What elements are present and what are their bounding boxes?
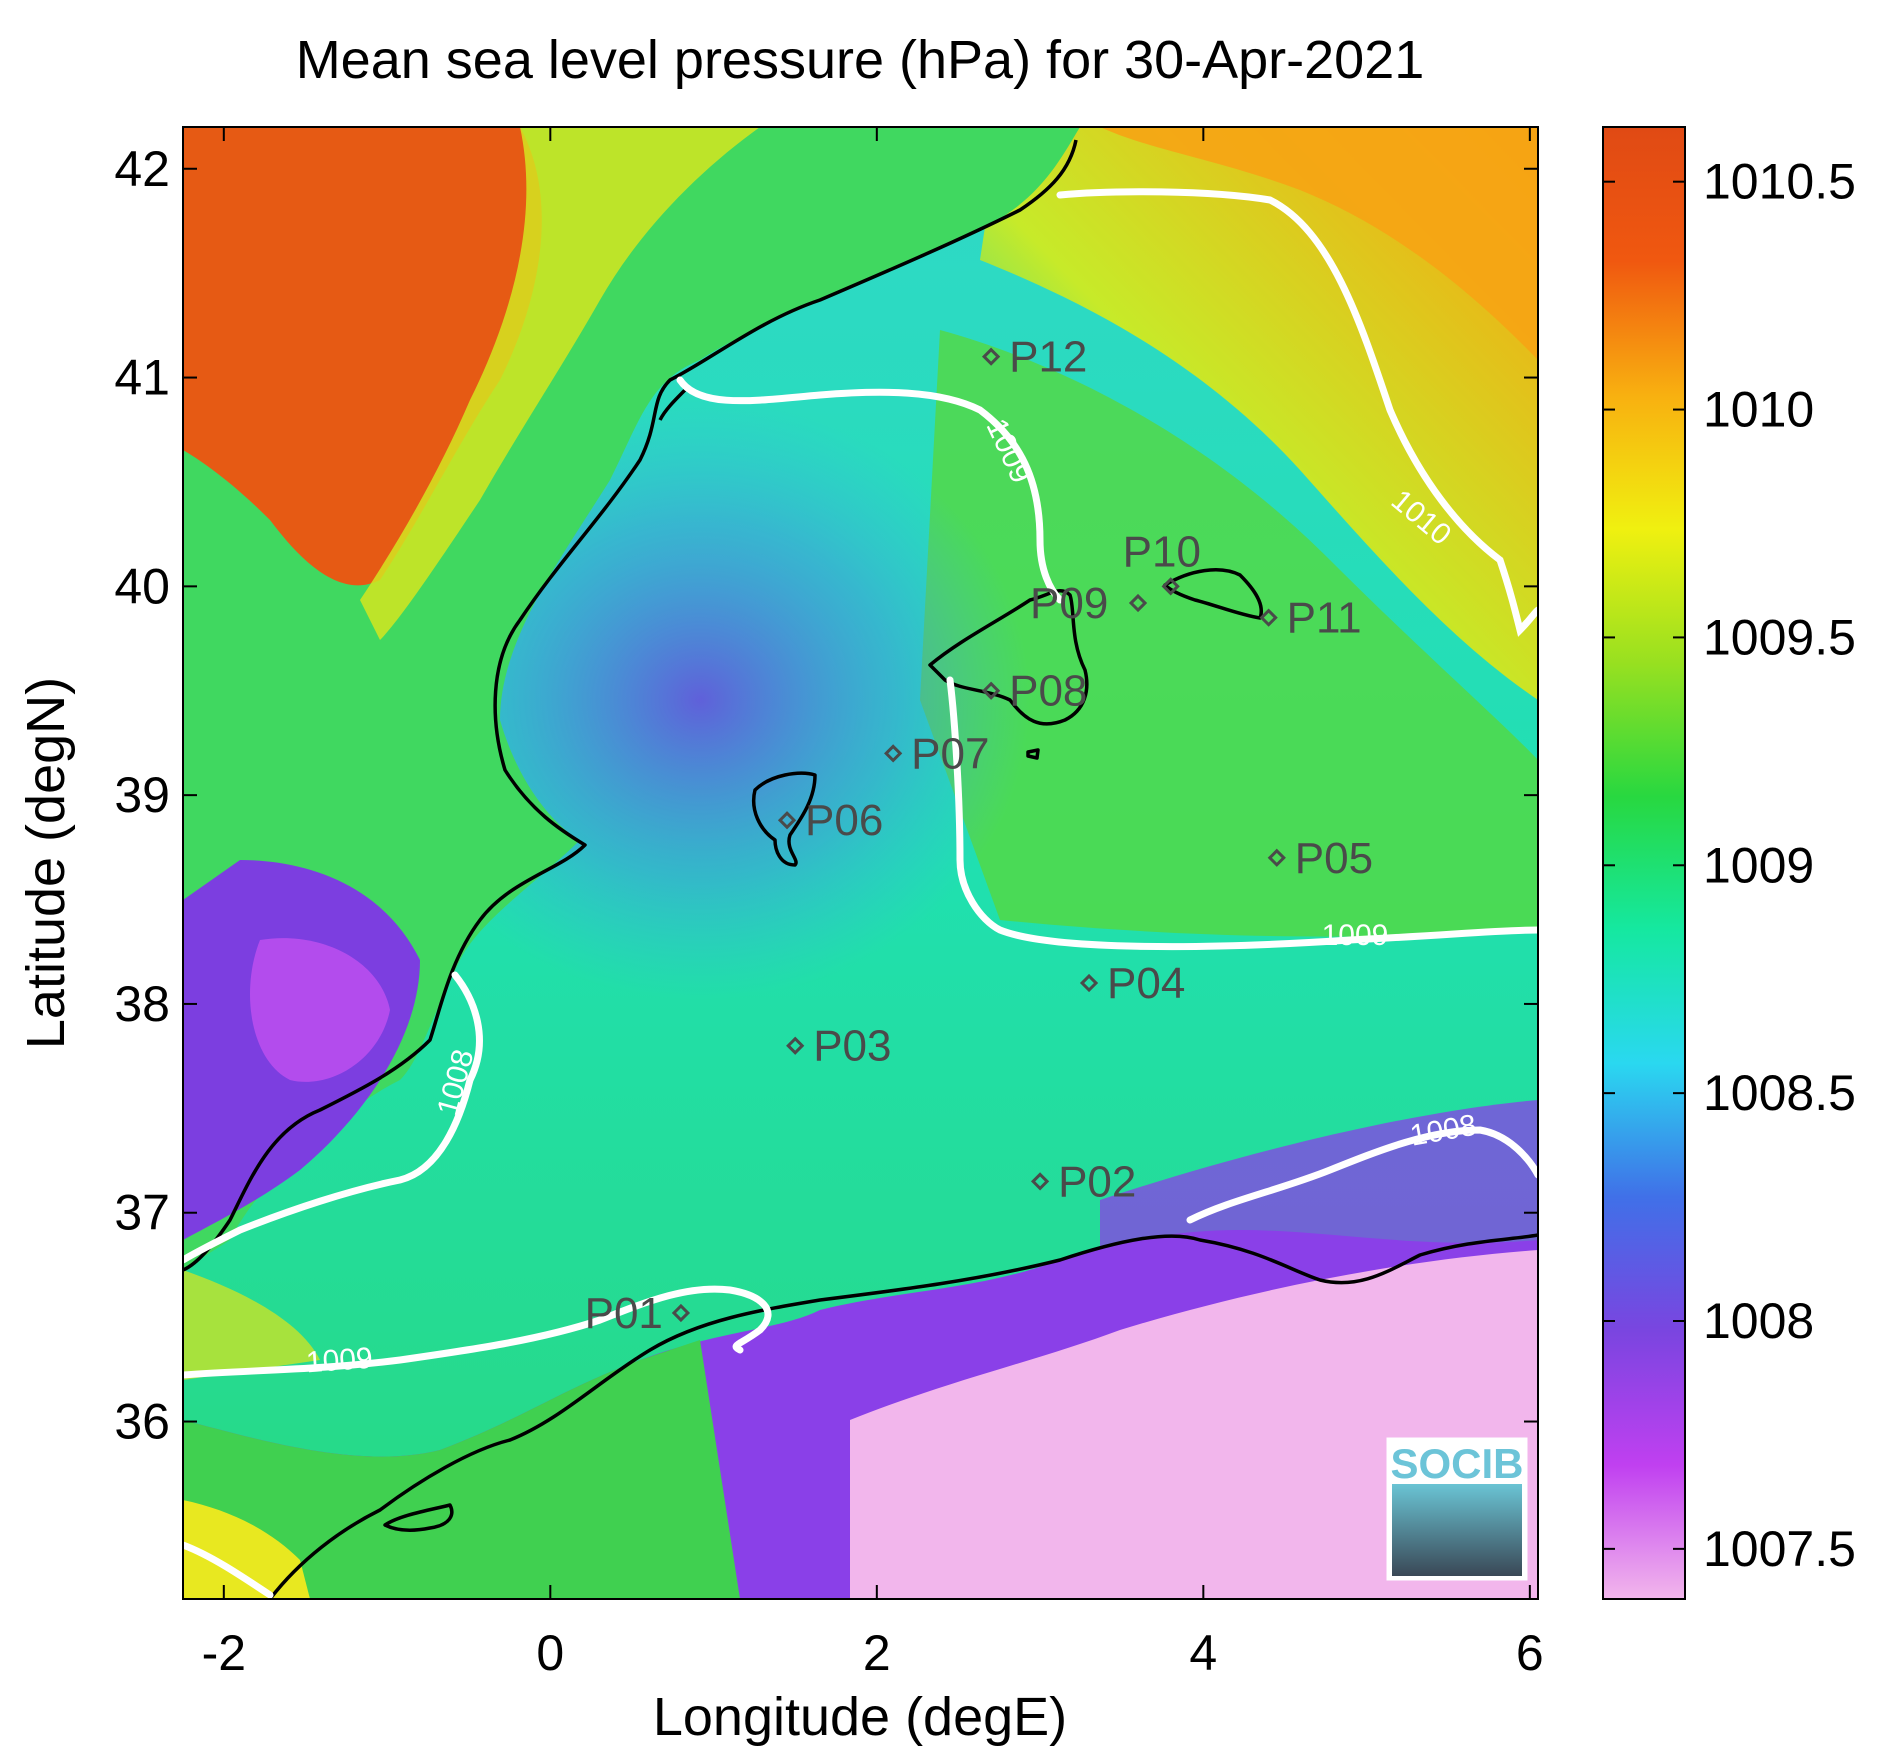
station-marker: [786, 1036, 805, 1055]
isobar-1009-south: [183, 1285, 772, 1379]
contour-label: 1009: [305, 1342, 374, 1380]
east-green-zone: [920, 330, 1538, 937]
y-axis-label: Latitude (degN): [16, 677, 76, 1049]
colorbar-tick-label: 1010.5: [1703, 154, 1856, 210]
colorbar-tick-label: 1007.5: [1703, 1521, 1856, 1577]
colorbar-tick-label: 1010: [1703, 382, 1814, 438]
iberia-magenta-spot: [250, 938, 390, 1082]
africa-west-green: [183, 1340, 740, 1599]
map-title: Mean sea level pressure (hPa) for 30-Apr…: [296, 30, 1425, 90]
station-marker: [671, 1303, 691, 1323]
logo-wave-panel: [1392, 1484, 1522, 1576]
y-tick-label: 42: [114, 141, 170, 197]
isobar-1009-central: [946, 676, 1538, 951]
isobars: [183, 188, 1538, 1599]
station-marker: [1161, 577, 1180, 596]
station-p03: P03: [786, 1022, 891, 1071]
mallorca-outline: [928, 589, 1089, 726]
isobar-1009-north: [676, 376, 1064, 604]
african-coast: [268, 1233, 1538, 1599]
station-p12: P12: [981, 333, 1087, 382]
station-marker: [1030, 1172, 1050, 1191]
station-marker: [777, 811, 797, 830]
pressure-field: [183, 127, 1538, 1599]
colorbar-tick-label: 1008.5: [1703, 1065, 1856, 1121]
sw-corner-yellow: [183, 1270, 320, 1380]
plot-frame: [182, 126, 1539, 1600]
y-axis: 36 37 38 39 40 41 42: [114, 141, 1538, 1450]
station-label: P10: [1123, 527, 1201, 576]
isobar-1010: [1056, 188, 1538, 637]
station-label: P07: [911, 729, 989, 778]
station-p06: P06: [777, 796, 883, 845]
station-marker: [981, 347, 1001, 366]
y-tick-label: 38: [114, 976, 170, 1032]
x-tick-label: 0: [536, 1625, 564, 1681]
isobar-1008-east: [1186, 1126, 1538, 1224]
x-tick-label: -2: [202, 1625, 246, 1681]
station-p08: P08: [981, 667, 1087, 716]
colorbar-tick-label: 1008: [1703, 1293, 1814, 1349]
station-label: P01: [585, 1289, 663, 1338]
isobar-1010-sw: [183, 1541, 274, 1599]
cabrera-outline: [1026, 748, 1040, 760]
y-tick-label: 41: [114, 350, 170, 406]
station-markers: P01 P02 P03 P04 P05 P06 P07 P08 P09 P10 P11 P12: [585, 333, 1373, 1338]
y-tick-label: 39: [114, 767, 170, 823]
ibiza-outline: [752, 771, 817, 867]
se-low-band: [1100, 1100, 1538, 1260]
station-p02: P02: [1030, 1157, 1136, 1206]
logo-text: SOCIB: [1390, 1440, 1523, 1487]
ebro-delta: [658, 388, 687, 421]
station-label: P09: [1030, 579, 1108, 628]
colorbar-tick-label: 1009: [1703, 837, 1814, 893]
station-p11: P11: [1259, 594, 1362, 643]
africa-pink-desert: [850, 1250, 1538, 1599]
x-tick-label: 6: [1516, 1625, 1544, 1681]
station-label: P05: [1295, 834, 1373, 883]
station-marker: [1259, 608, 1278, 627]
station-marker: [1267, 848, 1286, 867]
station-marker: [1128, 593, 1148, 613]
station-label: P04: [1107, 959, 1185, 1008]
x-axis-label: Longitude (degE): [653, 1687, 1067, 1747]
station-label: P02: [1058, 1157, 1136, 1206]
colorbar: [1602, 126, 1686, 1600]
ne-orange-zone: [1100, 127, 1538, 360]
x-axis: -2 0 2 4 6: [202, 127, 1544, 1681]
station-label: P06: [805, 796, 883, 845]
station-marker: [1079, 973, 1099, 993]
ne-high-zone: [980, 127, 1538, 700]
contour-label: 1009: [1322, 919, 1389, 952]
y-tick-label: 37: [114, 1185, 170, 1241]
station-marker: [884, 744, 903, 763]
iberia-orange-highlands: [183, 127, 542, 586]
station-label: P11: [1287, 594, 1362, 643]
socib-logo: SOCIB: [1386, 1437, 1528, 1581]
station-p05: P05: [1267, 834, 1373, 883]
station-p04: P04: [1079, 959, 1185, 1008]
station-p10: P10: [1123, 527, 1201, 596]
iberian-coast: [183, 139, 1078, 1272]
x-tick-label: 2: [863, 1625, 891, 1681]
y-tick-label: 36: [114, 1394, 170, 1450]
x-tick-label: 4: [1189, 1625, 1217, 1681]
station-marker: [981, 681, 1001, 700]
station-label: P12: [1009, 333, 1087, 382]
africa-west-yellow: [183, 1500, 310, 1599]
station-label: P08: [1009, 667, 1087, 716]
isobar-1008-west: [183, 971, 483, 1264]
y-tick-label: 40: [114, 558, 170, 614]
station-p07: P07: [884, 729, 989, 778]
station-label: P03: [813, 1022, 891, 1071]
alboran-island: [383, 1503, 454, 1532]
station-p09: P09: [1030, 579, 1148, 628]
colorbar-tick-label: 1009.5: [1703, 609, 1856, 665]
station-p01: P01: [585, 1289, 691, 1338]
iberia-yellow-band: [360, 127, 760, 640]
colorbar-ticks: 1007.5 1008 1008.5 1009 1009.5 1010 1010.5: [1603, 154, 1856, 1577]
